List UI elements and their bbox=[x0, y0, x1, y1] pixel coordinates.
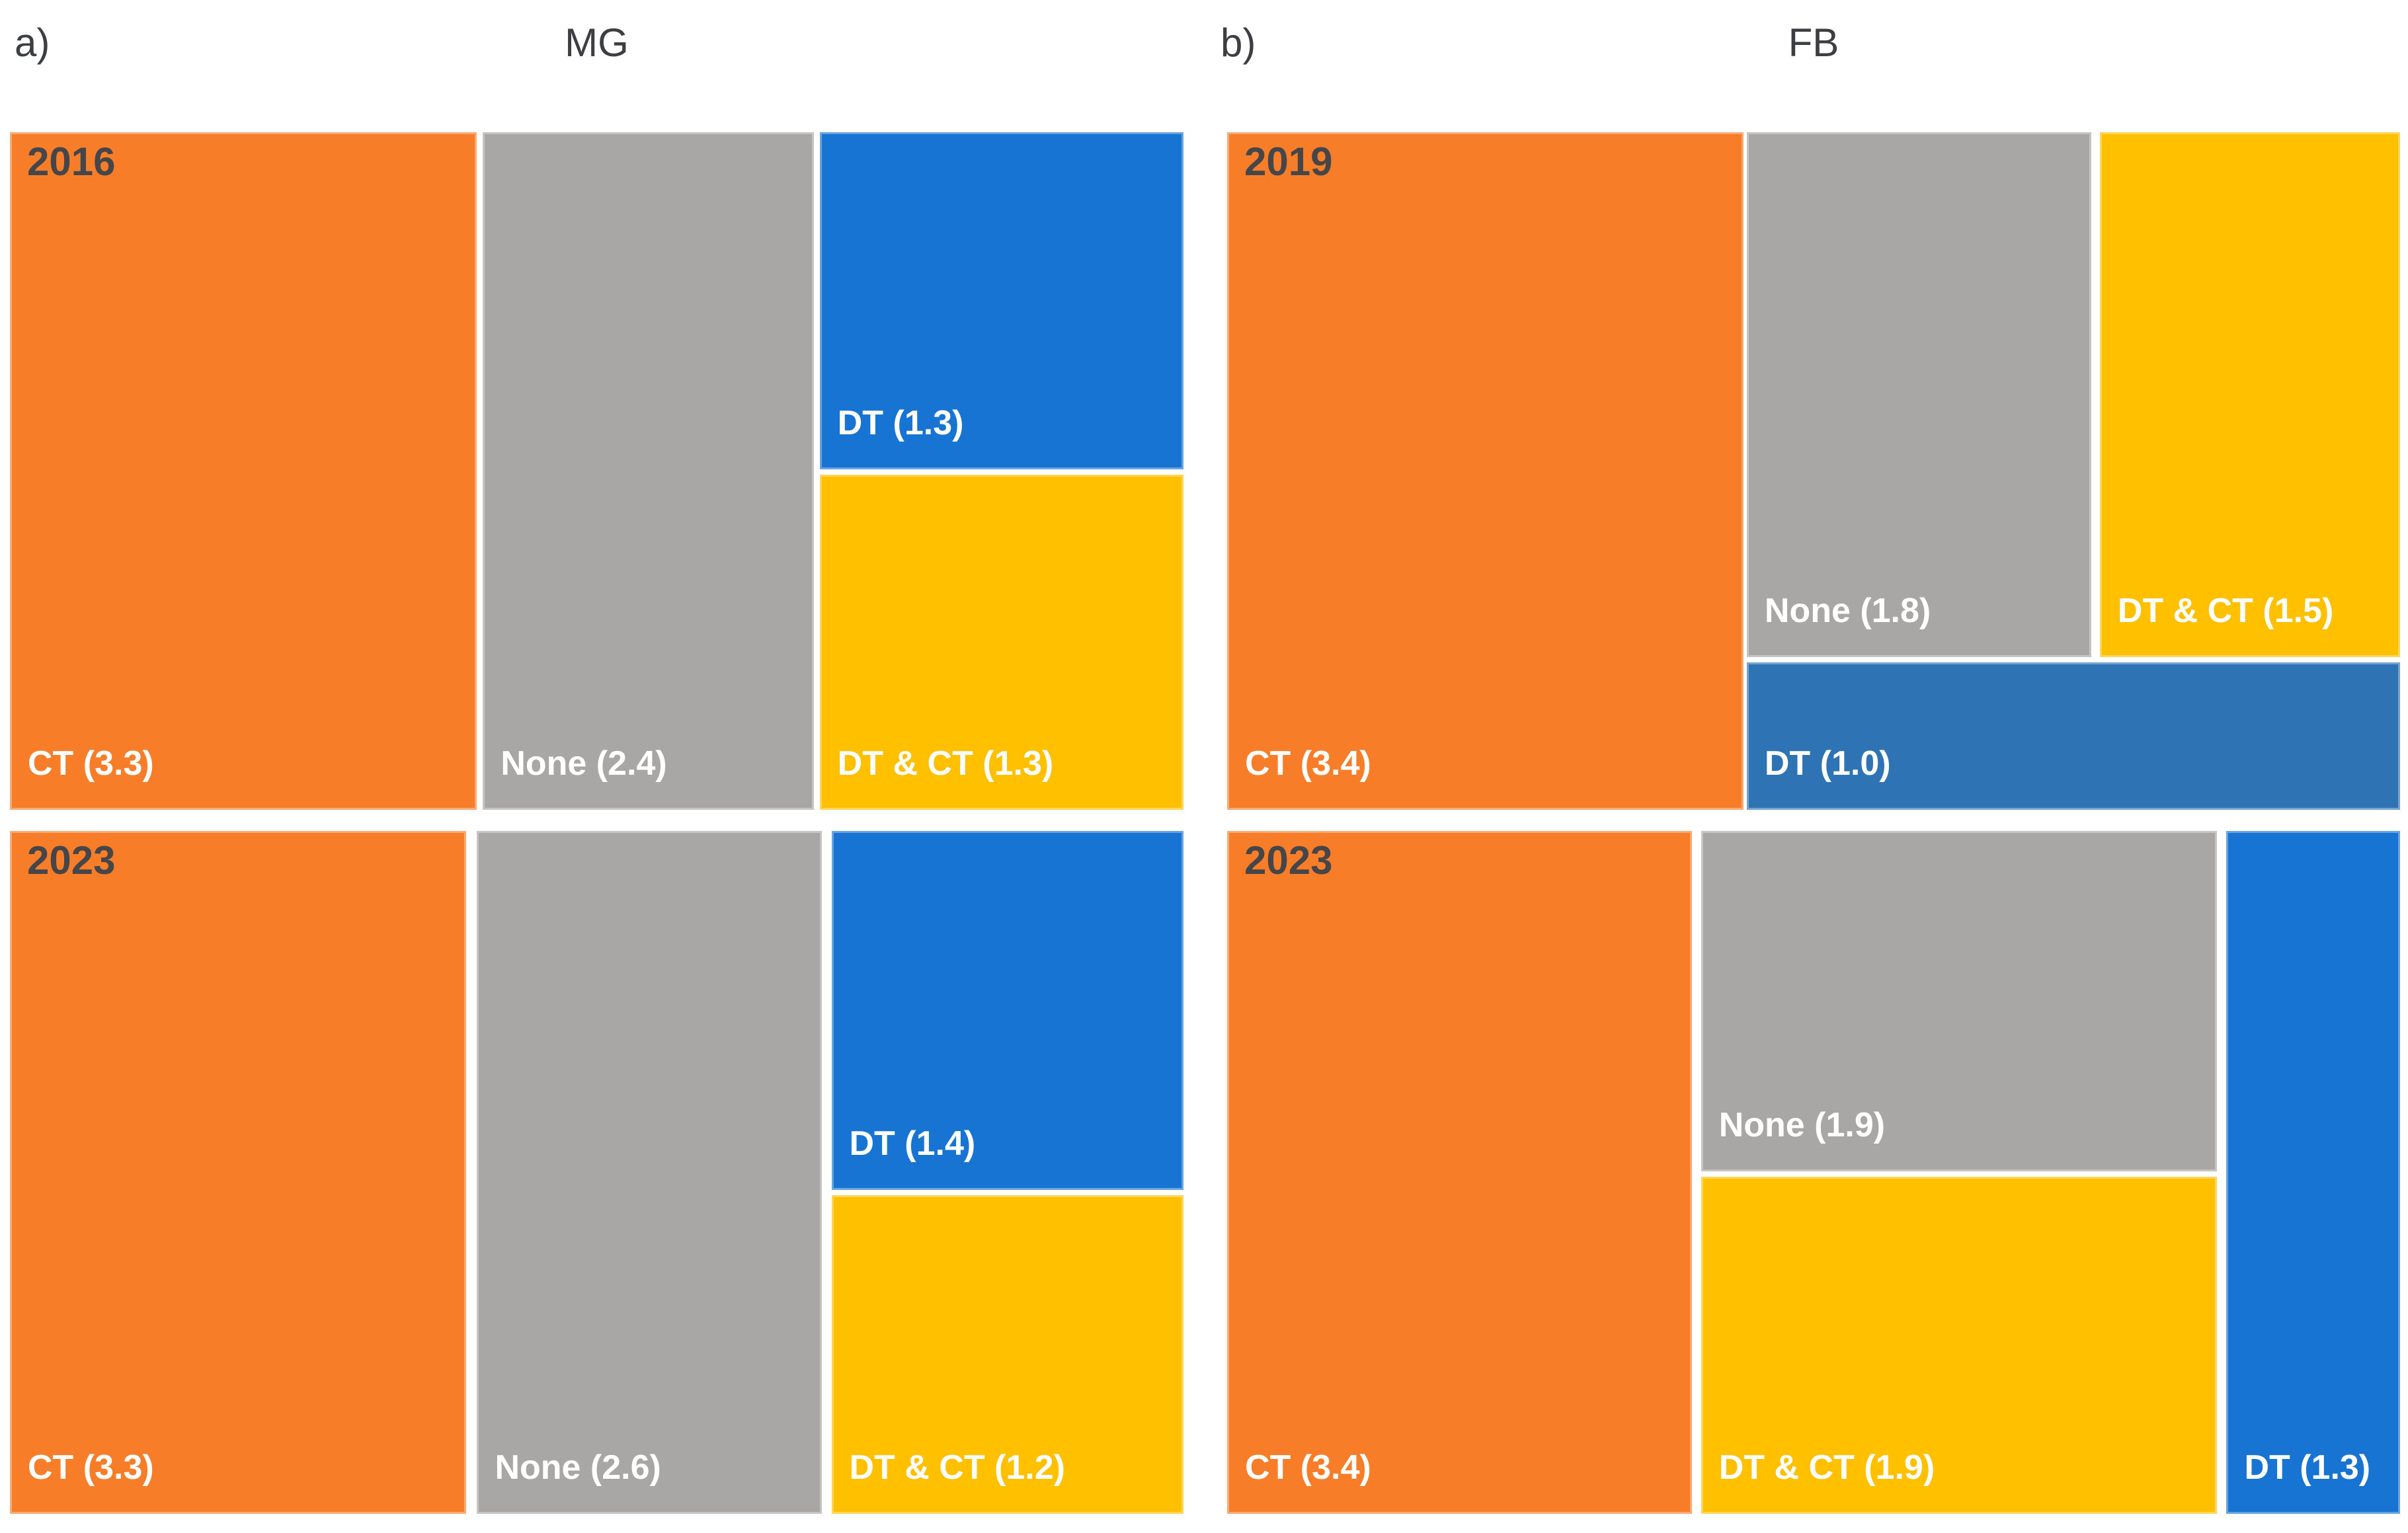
tile-label: CT (3.4) bbox=[1245, 744, 1371, 783]
year-label: 2023 bbox=[1244, 838, 1333, 883]
tile-label: None (2.4) bbox=[501, 744, 667, 783]
tile-dt: DT (1.3) bbox=[2226, 831, 2400, 1514]
tile-label: DT (1.4) bbox=[849, 1124, 976, 1163]
tile-dt-ct: DT & CT (1.9) bbox=[1701, 1176, 2218, 1514]
panel-b-label: b) bbox=[1221, 20, 1256, 65]
tile-none: None (2.4) bbox=[483, 132, 814, 810]
year-label: 2019 bbox=[1244, 139, 1333, 184]
tile-dt: DT (1.0) bbox=[1746, 662, 2400, 810]
tile-ct: CT (3.3) bbox=[10, 831, 467, 1514]
year-label: 2023 bbox=[27, 838, 116, 883]
tile-label: DT & CT (1.3) bbox=[837, 744, 1054, 783]
tile-label: DT & CT (1.9) bbox=[1718, 1448, 1935, 1487]
tile-label: None (2.6) bbox=[495, 1448, 661, 1487]
tile-dt-ct: DT & CT (1.3) bbox=[819, 474, 1184, 810]
tile-label: None (1.8) bbox=[1764, 592, 1931, 631]
tile-ct: CT (3.4) bbox=[1227, 132, 1744, 810]
treemap-mg-2023: 2023 CT (3.3) None (2.6) DT (1.4) DT & CT (1… bbox=[10, 831, 1184, 1514]
tile-label: CT (3.3) bbox=[28, 744, 154, 783]
tile-dt: DT (1.4) bbox=[831, 831, 1184, 1191]
tile-ct: CT (3.3) bbox=[10, 132, 477, 810]
panel-a-title: MG bbox=[565, 20, 629, 65]
tile-dt-ct: DT & CT (1.5) bbox=[2099, 132, 2400, 658]
tile-label: DT & CT (1.2) bbox=[849, 1448, 1065, 1487]
tile-label: DT (1.0) bbox=[1764, 744, 1891, 783]
tile-label: DT & CT (1.5) bbox=[2117, 592, 2334, 631]
tile-label: CT (3.4) bbox=[1245, 1448, 1371, 1487]
tile-dt: DT (1.3) bbox=[819, 132, 1184, 470]
tile-none: None (2.6) bbox=[477, 831, 823, 1514]
tile-label: DT (1.3) bbox=[837, 404, 964, 443]
panel-b-title: FB bbox=[1788, 20, 1839, 65]
tile-none: None (1.8) bbox=[1746, 132, 2092, 658]
tile-none: None (1.9) bbox=[1701, 831, 2218, 1172]
tile-ct: CT (3.4) bbox=[1227, 831, 1692, 1514]
treemap-fb-2023: 2023 CT (3.4) None (1.9) DT & CT (1.9) DT (1… bbox=[1227, 831, 2400, 1514]
panel-a-label: a) bbox=[15, 20, 50, 65]
tile-label: CT (3.3) bbox=[28, 1448, 154, 1487]
treemap-fb-2019: 2019 CT (3.4) None (1.8) DT & CT (1.5) DT (1… bbox=[1227, 132, 2400, 810]
treemap-mg-2016: 2016 CT (3.3) None (2.4) DT (1.3) DT & CT (1… bbox=[10, 132, 1184, 810]
year-label: 2016 bbox=[27, 139, 116, 184]
tile-label: DT (1.3) bbox=[2244, 1448, 2371, 1487]
tile-dt-ct: DT & CT (1.2) bbox=[831, 1195, 1184, 1514]
tile-label: None (1.9) bbox=[1718, 1106, 1886, 1145]
